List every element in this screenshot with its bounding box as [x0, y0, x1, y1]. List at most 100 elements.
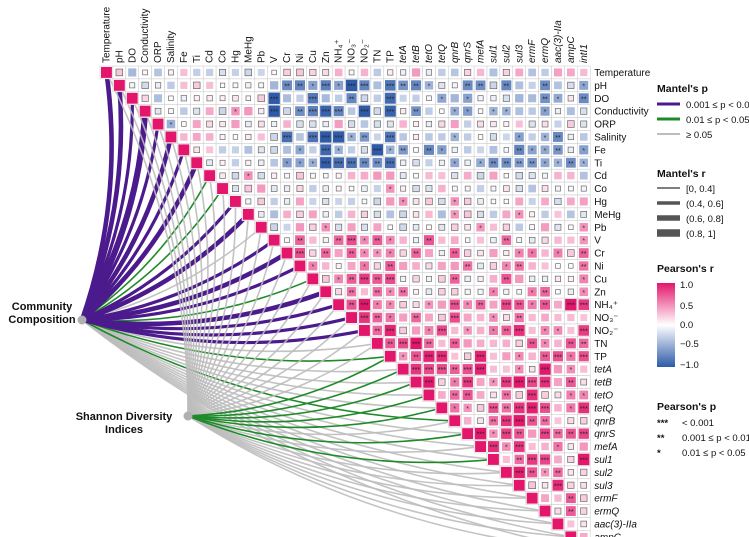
heatmap-cell: *** [525, 452, 539, 467]
heatmap-cell [254, 78, 268, 93]
heatmap-cell-fill [450, 158, 460, 168]
heatmap-cell-fill [360, 288, 369, 296]
heatmap-cell [577, 310, 591, 325]
heatmap-cell-significance: * [544, 328, 547, 335]
heatmap-cell: ** [448, 246, 462, 260]
heatmap-cell: *** [319, 143, 333, 157]
heatmap-cell-fill [411, 106, 421, 116]
heatmap-cell-fill [385, 338, 396, 349]
heatmap-cell-fill [515, 94, 524, 103]
legend-pearson-tick: 0.5 [680, 301, 693, 312]
heatmap-cell-fill [477, 262, 484, 270]
heatmap-cell [460, 426, 475, 441]
column-label: qnrB [450, 42, 461, 63]
heatmap-cell-significance: * [582, 277, 585, 284]
heatmap-cell-fill [580, 365, 588, 373]
row-label: qnrS [594, 429, 615, 440]
heatmap-cell-fill [399, 249, 407, 257]
heatmap-cell-significance: *** [296, 251, 304, 258]
heatmap-cell [435, 181, 449, 196]
heatmap-cell-fill [334, 249, 343, 258]
heatmap-cell: ** [448, 272, 462, 286]
heatmap-cell-significance: *** [360, 109, 368, 116]
heatmap-cell-significance: *** [554, 354, 562, 361]
heatmap-cell [409, 156, 423, 170]
heatmap-cell [499, 220, 514, 234]
heatmap-cell: ** [538, 414, 552, 428]
heatmap-cell: * [486, 375, 501, 389]
heatmap-cell: *** [512, 323, 526, 338]
heatmap-cell-fill [410, 337, 422, 350]
heatmap-cell-fill [437, 145, 447, 155]
heatmap-cell-significance: ** [529, 161, 535, 168]
heatmap-cell [370, 181, 385, 196]
heatmap-cell-fill [449, 312, 460, 323]
heatmap-cell-significance: * [389, 290, 392, 297]
heatmap-cell-fill [567, 120, 575, 128]
mantel-link [187, 415, 533, 499]
heatmap-cell [473, 401, 488, 415]
heatmap-cell [267, 181, 281, 196]
heatmap-cell-fill [513, 441, 525, 452]
heatmap-cell: * [577, 220, 591, 234]
heatmap-cell [280, 246, 294, 260]
heatmap-cell-fill [270, 158, 278, 167]
heatmap-cell [396, 117, 410, 131]
heatmap-cell-fill [500, 415, 512, 427]
heatmap-cell-fill [513, 479, 525, 491]
heatmap-cell-significance: ** [297, 83, 303, 90]
heatmap-cell-fill [180, 133, 188, 141]
heatmap-cell-fill [411, 312, 421, 323]
heatmap-cell-fill [398, 80, 408, 91]
heatmap-cell [293, 130, 307, 144]
heatmap-cell [551, 65, 565, 80]
heatmap-cell [370, 104, 385, 118]
heatmap-cell-fill [503, 121, 510, 127]
heatmap-cell-significance: ** [542, 303, 548, 310]
heatmap-cell [125, 91, 139, 105]
heatmap-cell: ** [551, 465, 565, 480]
heatmap-cell-fill [477, 134, 484, 140]
heatmap-cell-fill [528, 81, 536, 89]
heatmap-cell-fill [284, 172, 290, 179]
heatmap-cell-significance: * [582, 238, 585, 245]
heatmap-cell-fill [474, 427, 487, 440]
heatmap-cell-fill [101, 67, 112, 78]
heatmap-cell-fill [489, 262, 498, 270]
heatmap-cell [202, 130, 217, 144]
heatmap-cell [577, 130, 591, 144]
heatmap-cell [448, 65, 462, 80]
heatmap-cell: * [577, 156, 591, 170]
heatmap-cell [396, 323, 410, 338]
heatmap-cell [551, 517, 565, 531]
heatmap-cell-fill [359, 80, 370, 91]
heatmap-cell-fill [578, 338, 589, 349]
heatmap-cell: *** [267, 91, 281, 105]
heatmap-cell-significance: ** [581, 251, 587, 258]
row-label: NH₄⁺ [594, 300, 618, 311]
heatmap-cell-fill [245, 159, 252, 166]
heatmap-cell-fill [503, 185, 510, 192]
row-label: Conductivity [594, 107, 648, 118]
heatmap-cell [422, 220, 436, 234]
heatmap-cell [215, 117, 230, 131]
heatmap-cell-fill [462, 80, 473, 91]
heatmap-cell: * [577, 143, 591, 157]
heatmap-cell [486, 207, 501, 222]
heatmap-cell [525, 104, 539, 118]
heatmap-cell: ** [551, 426, 565, 441]
heatmap-cell-fill [488, 325, 498, 335]
heatmap-cell-significance: * [518, 135, 521, 142]
heatmap-cell: *** [499, 414, 514, 428]
mantel-link [187, 407, 443, 429]
heatmap-cell-fill [514, 299, 525, 310]
heatmap-cell-fill [399, 172, 407, 179]
heatmap-cell-fill [168, 108, 174, 114]
heatmap-cell [344, 65, 359, 80]
heatmap-cell-significance: *** [347, 238, 355, 245]
heatmap-cell [177, 130, 191, 144]
heatmap-cell [525, 168, 539, 183]
heatmap-cell-fill [295, 223, 305, 232]
heatmap-cell: * [564, 349, 578, 363]
heatmap-cell [538, 259, 552, 273]
